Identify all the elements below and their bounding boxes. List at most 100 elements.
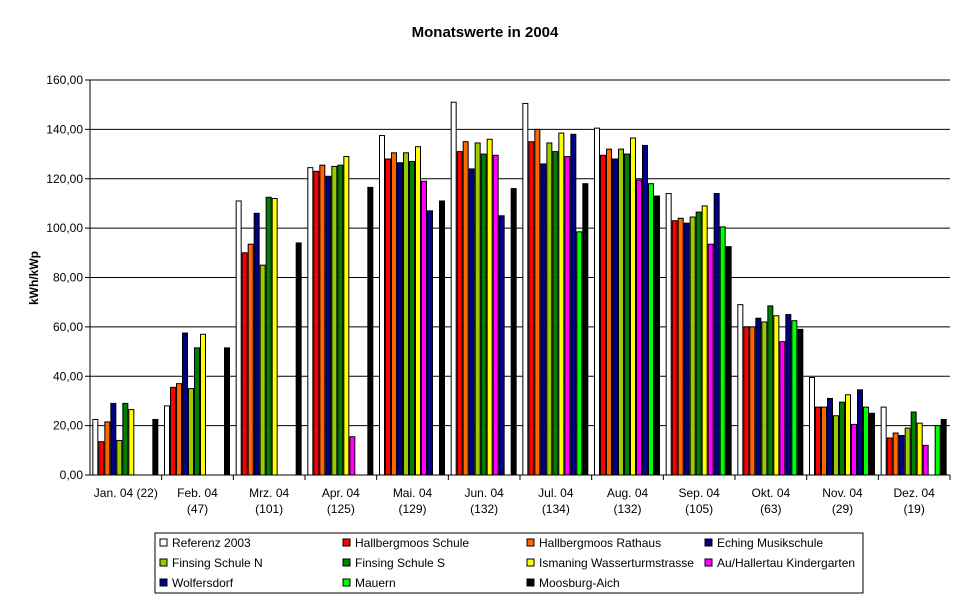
bar-wolfersdorf [785,314,792,476]
bar-hallbergmoos-schule [815,406,821,476]
x-tick-label: (134) [542,502,570,516]
bar-moosburg-aich [797,328,804,476]
bar-au-hallertau-kindergarten [851,423,857,476]
bar-hallbergmoos-schule [456,151,463,476]
x-tick-label: (19) [903,502,924,516]
bar-hallbergmoos-rathaus [462,141,469,476]
bar-hallbergmoos-rathaus [176,383,182,476]
legend-swatch [704,538,713,547]
y-tick-label: 160,00 [46,73,83,87]
x-tick-label: (125) [327,502,355,516]
bar-moosburg-aich [510,188,517,476]
legend-label: Finsing Schule S [355,556,445,570]
bar-wolfersdorf [857,389,863,476]
bar-finsing-schule-s [839,401,845,476]
bar-finsing-schule-s [480,153,487,476]
bar-wolfersdorf [498,215,505,476]
x-tick-label: Aug. 04 [607,486,649,500]
bar-moosburg-aich [582,183,589,476]
bar-hallbergmoos-schule [241,252,248,476]
bar-hallbergmoos-schule [886,437,893,476]
legend-label: Ismaning Wasserturmstrasse [539,556,694,570]
bar-hallbergmoos-rathaus [892,432,899,476]
x-tick-label: (129) [398,502,426,516]
bar-hallbergmoos-rathaus [821,406,827,476]
bar-ismaning-wasserturmstrasse [200,333,206,476]
bar-finsing-schule-n [474,142,481,476]
bar-au-hallertau-kindergarten [349,436,356,476]
bar-au-hallertau-kindergarten [922,444,929,476]
bar-finsing-schule-s [910,411,917,476]
x-tick-label: Dez. 04 [893,486,935,500]
bar-finsing-schule-n [259,264,266,476]
bar-moosburg-aich [152,418,159,476]
x-tick-label: (132) [613,502,641,516]
legend-label: Finsing Schule N [172,556,263,570]
bar-moosburg-aich [725,246,732,476]
bar-ismaning-wasserturmstrasse [343,156,350,476]
bar-eching-musikschule [540,163,547,476]
x-tick-label: Mrz. 04 [249,486,289,500]
x-tick-label: Okt. 04 [751,486,790,500]
bar-moosburg-aich [654,195,660,476]
chart-title: Monatswerte in 2004 [412,24,559,41]
bar-ismaning-wasserturmstrasse [630,137,636,476]
bar-referenz-2003 [594,127,600,476]
x-tick-label: (132) [470,502,498,516]
bar-hallbergmoos-rathaus [319,164,326,476]
bar-wolfersdorf [642,144,648,476]
bar-referenz-2003 [307,167,314,476]
bar-hallbergmoos-schule [313,170,320,476]
legend-label: Hallbergmoos Schule [355,536,469,550]
bar-finsing-schule-n [904,427,911,476]
bar-finsing-schule-s [265,196,272,476]
bar-eching-musikschule [898,435,905,476]
legend-swatch [526,558,535,567]
y-tick-label: 60,00 [53,320,83,334]
bar-finsing-schule-s [409,160,415,476]
bar-mauern [934,425,941,476]
y-axis-label: kWh/kWp [27,251,41,305]
bar-ismaning-wasserturmstrasse [128,409,135,476]
bar-wolfersdorf [570,133,577,476]
bar-moosburg-aich [439,200,445,476]
legend: Referenz 2003 Hallbergmoos Schule Hallberg… [154,532,864,594]
bar-referenz-2003 [737,304,744,476]
x-tick-label: (63) [760,502,781,516]
bar-finsing-schule-s [337,164,344,476]
bar-eching-musikschule [253,212,260,476]
y-tick-label: 100,00 [46,221,83,235]
legend-label: Moosburg-Aich [539,576,620,590]
bar-referenz-2003 [450,101,457,476]
bar-moosburg-aich [295,242,302,476]
bar-hallbergmoos-schule [98,441,105,476]
bar-ismaning-wasserturmstrasse [486,138,493,476]
bar-ismaning-wasserturmstrasse [701,205,708,476]
bar-ismaning-wasserturmstrasse [916,422,923,476]
bar-hallbergmoos-schule [671,220,678,476]
legend-swatch [159,558,168,567]
bar-hallbergmoos-schule [600,154,606,476]
bar-hallbergmoos-schule [385,158,391,476]
x-tick-label: Feb. 04 [177,486,218,500]
bar-hallbergmoos-rathaus [677,217,684,476]
bar-au-hallertau-kindergarten [707,243,714,476]
bar-eching-musikschule [612,158,618,476]
legend-swatch [526,538,535,547]
bar-finsing-schule-s [552,151,559,476]
bar-au-hallertau-kindergarten [636,179,642,476]
legend-label: Referenz 2003 [172,536,251,550]
bar-mauern [719,226,726,476]
bar-au-hallertau-kindergarten [564,156,571,476]
bar-hallbergmoos-rathaus [391,152,397,476]
legend-swatch [704,558,713,567]
x-tick-label: Jun. 04 [464,486,504,500]
bar-finsing-schule-n [188,388,194,476]
y-tick-label: 140,00 [46,122,83,136]
bar-finsing-schule-n [546,142,553,476]
bar-eching-musikschule [755,317,762,476]
legend-label: Mauern [355,576,396,590]
y-tick-label: 80,00 [53,271,83,285]
legend-swatch [526,578,535,587]
